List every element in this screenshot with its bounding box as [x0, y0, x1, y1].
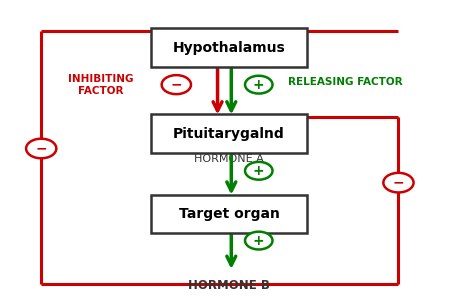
Text: −: − — [35, 141, 47, 156]
Circle shape — [383, 173, 414, 192]
Text: INHIBITING: INHIBITING — [68, 74, 134, 84]
Circle shape — [245, 162, 273, 180]
Text: +: + — [253, 78, 265, 92]
Circle shape — [245, 76, 273, 94]
Circle shape — [162, 75, 191, 94]
Text: HORMONE A: HORMONE A — [194, 154, 264, 164]
FancyBboxPatch shape — [151, 114, 307, 153]
Text: RELEASING FACTOR: RELEASING FACTOR — [289, 77, 403, 87]
Text: Target organ: Target organ — [179, 207, 279, 221]
FancyBboxPatch shape — [151, 195, 307, 233]
Text: Hypothalamus: Hypothalamus — [173, 40, 285, 55]
Text: HORMONE B: HORMONE B — [188, 279, 270, 292]
Text: +: + — [253, 164, 265, 178]
Text: −: − — [170, 78, 182, 92]
Text: −: − — [393, 176, 404, 190]
Text: Pituitarygalnd: Pituitarygalnd — [173, 127, 285, 141]
FancyBboxPatch shape — [151, 28, 307, 67]
Text: FACTOR: FACTOR — [78, 86, 124, 96]
Text: +: + — [253, 233, 265, 248]
Circle shape — [26, 139, 56, 158]
Circle shape — [245, 232, 273, 249]
